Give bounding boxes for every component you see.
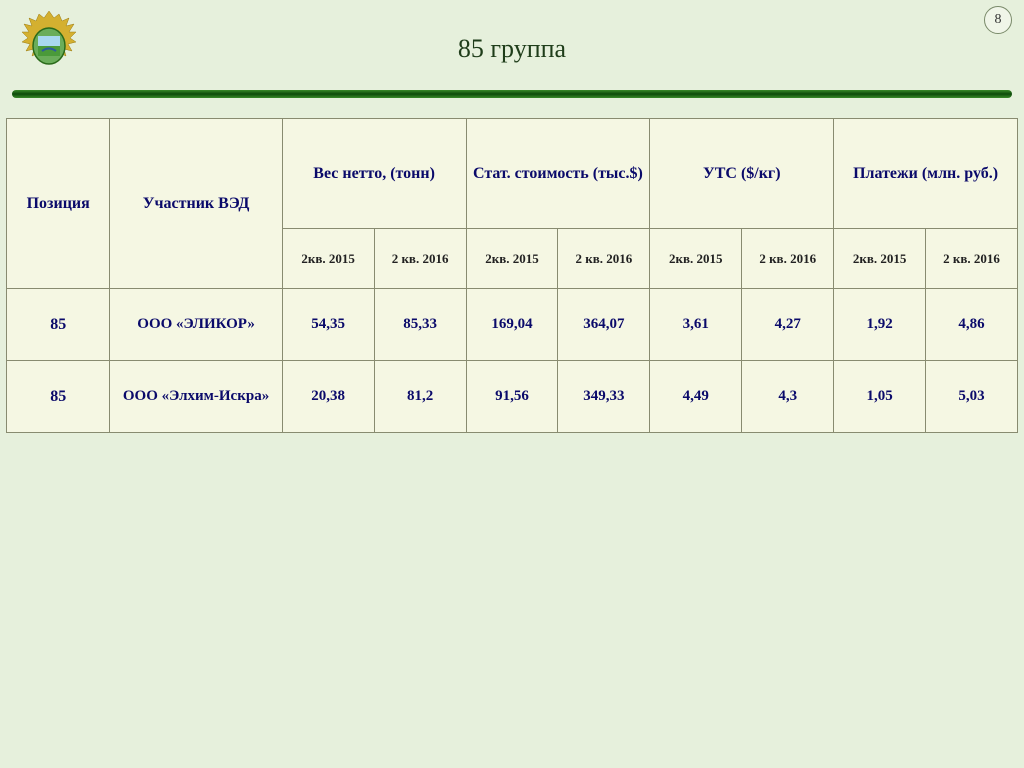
cell-value: 1,05	[834, 361, 926, 433]
col-group-weight: Вес нетто, (тонн)	[282, 119, 466, 229]
cell-value: 4,86	[926, 289, 1018, 361]
cell-value: 54,35	[282, 289, 374, 361]
sub-pay-2016: 2 кв. 2016	[926, 229, 1018, 289]
col-group-uts: УТС ($/кг)	[650, 119, 834, 229]
page-title: 85 группа	[0, 34, 1024, 64]
cell-value: 169,04	[466, 289, 558, 361]
divider-bar	[12, 90, 1012, 98]
sub-uts-2016: 2 кв. 2016	[742, 229, 834, 289]
cell-participant: ООО «ЭЛИКОР»	[110, 289, 282, 361]
cell-value: 5,03	[926, 361, 1018, 433]
data-table-container: Позиция Участник ВЭД Вес нетто, (тонн) С…	[6, 118, 1018, 433]
sub-cost-2015: 2кв. 2015	[466, 229, 558, 289]
data-table: Позиция Участник ВЭД Вес нетто, (тонн) С…	[6, 118, 1018, 433]
cell-value: 4,27	[742, 289, 834, 361]
cell-value: 4,3	[742, 361, 834, 433]
cell-value: 364,07	[558, 289, 650, 361]
table-row: 85 ООО «ЭЛИКОР» 54,35 85,33 169,04 364,0…	[7, 289, 1018, 361]
cell-value: 349,33	[558, 361, 650, 433]
page-number-text: 8	[995, 12, 1002, 28]
cell-value: 20,38	[282, 361, 374, 433]
col-group-payments: Платежи (млн. руб.)	[834, 119, 1018, 229]
sub-pay-2015: 2кв. 2015	[834, 229, 926, 289]
cell-position: 85	[7, 361, 110, 433]
cell-value: 91,56	[466, 361, 558, 433]
cell-value: 81,2	[374, 361, 466, 433]
cell-value: 85,33	[374, 289, 466, 361]
sub-cost-2016: 2 кв. 2016	[558, 229, 650, 289]
col-group-cost: Стат. стоимость (тыс.$)	[466, 119, 650, 229]
col-participant: Участник ВЭД	[110, 119, 282, 289]
page-number-badge: 8	[984, 6, 1012, 34]
col-position: Позиция	[7, 119, 110, 289]
cell-value: 3,61	[650, 289, 742, 361]
sub-weight-2016: 2 кв. 2016	[374, 229, 466, 289]
cell-position: 85	[7, 289, 110, 361]
cell-value: 4,49	[650, 361, 742, 433]
sub-weight-2015: 2кв. 2015	[282, 229, 374, 289]
sub-uts-2015: 2кв. 2015	[650, 229, 742, 289]
table-header-row-1: Позиция Участник ВЭД Вес нетто, (тонн) С…	[7, 119, 1018, 229]
table-row: 85 ООО «Элхим-Искра» 20,38 81,2 91,56 34…	[7, 361, 1018, 433]
cell-participant: ООО «Элхим-Искра»	[110, 361, 282, 433]
cell-value: 1,92	[834, 289, 926, 361]
